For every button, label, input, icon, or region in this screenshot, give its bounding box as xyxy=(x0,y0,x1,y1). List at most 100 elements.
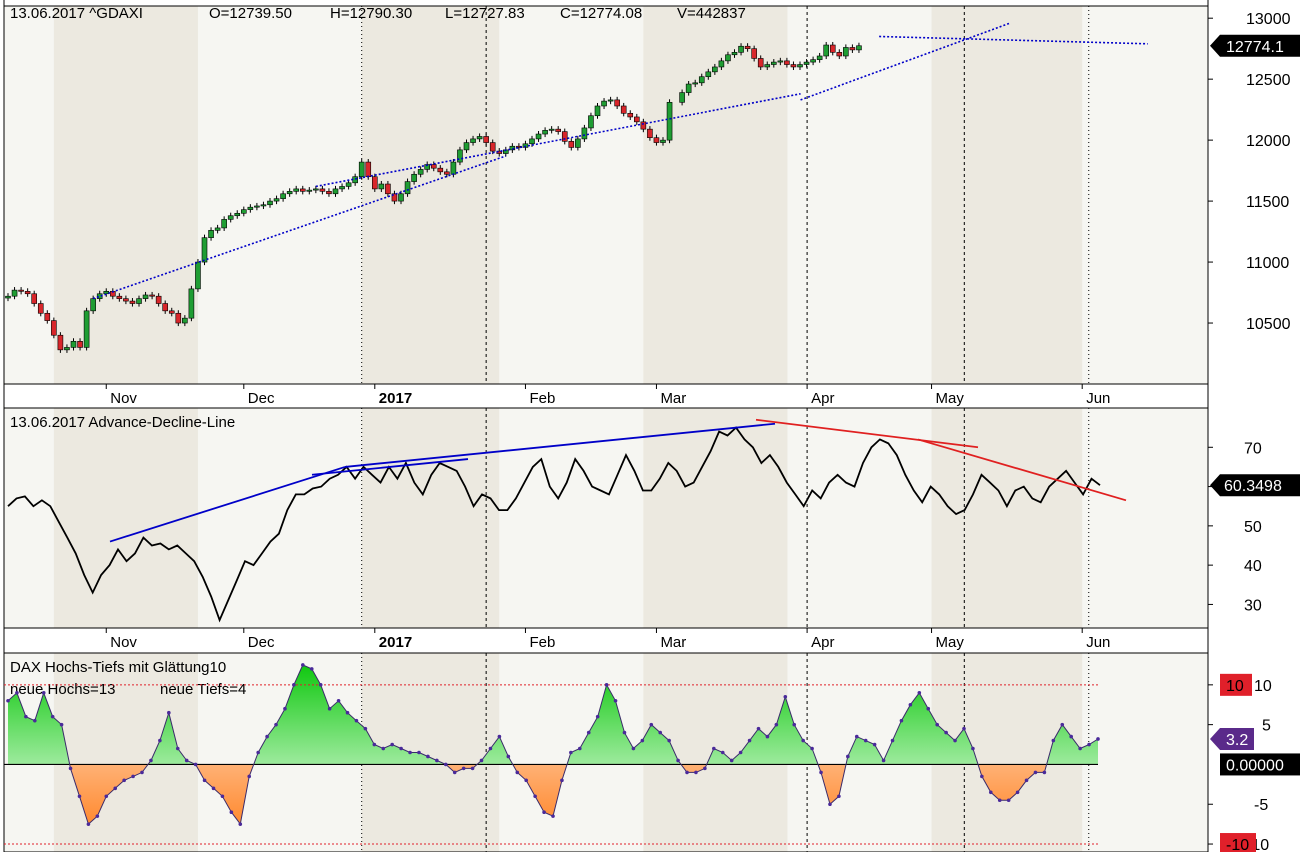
hl-point xyxy=(846,754,850,759)
candle-up xyxy=(803,61,810,65)
hl-point xyxy=(175,746,180,751)
hl-point xyxy=(676,758,680,763)
price-period-band xyxy=(53,6,198,384)
candle-up xyxy=(797,64,803,68)
candle-up xyxy=(712,66,718,73)
hl-point xyxy=(381,746,386,751)
candle-up xyxy=(535,133,542,140)
candle-up xyxy=(339,186,345,190)
candle-up xyxy=(816,55,823,60)
hl-point xyxy=(854,734,859,739)
hl-point xyxy=(1060,722,1065,727)
price-open: O=12739.50 xyxy=(209,5,292,22)
candle-down xyxy=(44,312,51,321)
hl-point xyxy=(872,742,877,747)
hl-point xyxy=(595,714,600,719)
hl-point xyxy=(980,774,984,779)
candle-down xyxy=(568,141,575,148)
hl-point xyxy=(59,722,64,727)
adl-trendline xyxy=(755,418,979,449)
candle-up xyxy=(247,206,254,210)
adl-y-tick-label: 50 xyxy=(1244,519,1262,536)
hl-point xyxy=(747,738,752,743)
candle-down xyxy=(757,58,764,68)
hl-new-highs: neue Hochs=13 xyxy=(10,681,116,698)
candle-down xyxy=(836,52,843,57)
month-label: Jun xyxy=(1086,390,1110,407)
candle-up xyxy=(260,204,267,207)
hl-point xyxy=(685,770,689,775)
candle-down xyxy=(647,128,653,138)
candle-up xyxy=(810,59,816,63)
hl-point xyxy=(247,774,252,779)
hl-point xyxy=(586,730,591,735)
hl-point xyxy=(113,786,118,791)
candle-up xyxy=(575,138,581,148)
month-label: Nov xyxy=(110,634,137,651)
candle-up xyxy=(594,105,601,117)
candle-down xyxy=(627,113,634,118)
candle-down xyxy=(829,44,836,53)
candle-up xyxy=(764,64,771,68)
candle-down xyxy=(744,45,751,49)
candle-up xyxy=(404,181,411,195)
candle-up xyxy=(705,71,712,78)
candle-up xyxy=(352,176,358,184)
candle-up xyxy=(529,138,535,145)
hl-point xyxy=(1033,770,1038,775)
hl-point xyxy=(479,758,484,763)
hl-ref-high-badge xyxy=(1220,673,1252,696)
hl-point xyxy=(1024,778,1029,783)
month-label: Feb xyxy=(529,390,555,407)
month-label: Mar xyxy=(660,390,686,407)
last-adl-badge xyxy=(1210,474,1300,497)
hl-positive-area xyxy=(8,664,1098,765)
hl-point xyxy=(899,718,904,723)
candle-up xyxy=(843,47,849,57)
hl-point xyxy=(318,683,323,687)
candle-up xyxy=(660,139,666,143)
candle-down xyxy=(77,341,83,348)
adl-period-band xyxy=(931,408,1083,628)
hl-zero-badge xyxy=(1220,753,1300,776)
hl-point xyxy=(551,814,555,818)
candle-up xyxy=(313,188,319,191)
hl-point xyxy=(345,710,350,715)
candle-up xyxy=(241,209,247,214)
hl-point xyxy=(837,794,841,799)
month-label: Jun xyxy=(1086,634,1110,651)
candle-up xyxy=(293,188,300,192)
candle-down xyxy=(175,312,182,324)
candle-up xyxy=(280,193,286,199)
hl-point xyxy=(604,683,609,687)
hl-point xyxy=(1015,790,1020,795)
hl-point xyxy=(631,746,636,751)
month-label: May xyxy=(936,390,965,407)
hl-point xyxy=(908,702,913,707)
candle-up xyxy=(11,289,18,297)
hl-point xyxy=(863,738,868,743)
hl-point xyxy=(131,774,135,779)
hl-point xyxy=(497,734,502,739)
month-label: Feb xyxy=(529,634,555,651)
candle-up xyxy=(201,237,208,263)
month-label: Dec xyxy=(248,390,275,407)
hl-point xyxy=(363,726,368,731)
price-trendline xyxy=(800,22,1011,101)
price-low: L=12727.83 xyxy=(445,5,525,22)
hl-point xyxy=(274,722,278,727)
candle-down xyxy=(653,137,660,143)
candle-up xyxy=(698,76,705,84)
candle-down xyxy=(483,136,489,143)
hl-point xyxy=(149,758,153,763)
hl-point xyxy=(792,722,797,727)
candle-up xyxy=(136,298,142,304)
hl-new-lows: neue Tiefs=4 xyxy=(160,681,246,698)
candle-up xyxy=(588,115,594,129)
candle-down xyxy=(57,334,64,351)
candle-down xyxy=(129,300,136,304)
candle-down xyxy=(489,142,496,152)
adl-y-tick-label: 30 xyxy=(1244,597,1262,614)
candle-down xyxy=(614,99,620,107)
